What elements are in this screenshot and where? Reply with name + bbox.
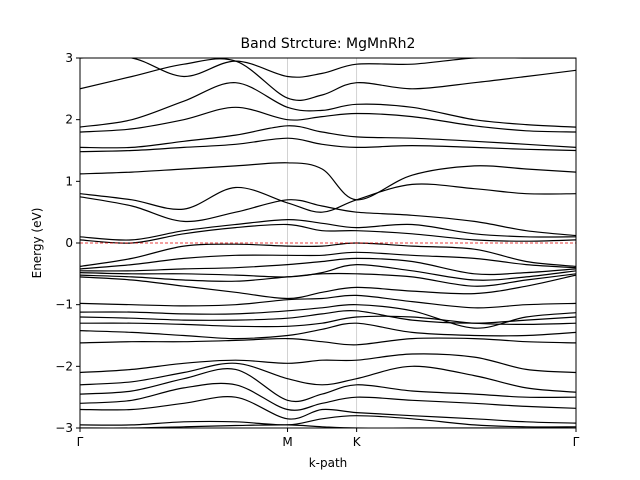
band-line [80,162,576,201]
band-line [80,353,576,374]
y-tick-label: 3 [65,51,73,65]
band-line [80,183,576,213]
y-axis: −3 −2 −1 0 1 2 3 [55,51,80,435]
band-line [80,125,576,149]
band-line [80,58,576,78]
y-axis-label: Energy (eV) [30,208,44,279]
x-axis-label: k-path [309,456,348,470]
band-line [80,106,576,133]
band-line [80,315,576,328]
band-line [80,257,576,276]
y-tick-label: 1 [65,174,73,188]
chart-title: Band Strcture: MgMnRh2 [241,36,416,52]
band-line [80,337,576,346]
band-line [80,263,576,281]
band-line [80,223,576,244]
band-line [80,274,576,300]
band-line [80,304,576,329]
y-tick-label: 2 [65,113,73,127]
band-line [80,362,576,393]
band-line [80,218,576,241]
band-line [80,272,576,287]
band-line [80,82,576,128]
band-line [80,322,576,340]
band-line [80,424,576,428]
y-tick-label: −1 [55,298,73,312]
band-line [80,368,576,403]
band-line [80,251,576,270]
x-tick-label: Γ [77,435,84,449]
y-tick-label: 0 [65,236,73,250]
band-line [80,58,576,101]
band-line [80,396,576,424]
y-tick-label: −2 [55,359,73,373]
y-tick-label: −3 [55,421,73,435]
band-line [80,137,576,153]
band-line [80,242,576,267]
x-tick-label: Γ [573,435,580,449]
plot-area [80,58,576,428]
band-line [80,196,576,237]
band-line [80,382,576,411]
band-line [80,415,576,428]
x-tick-label: K [353,435,362,449]
band-line [80,294,576,309]
band-line [80,309,576,324]
x-tick-label: M [282,435,292,449]
